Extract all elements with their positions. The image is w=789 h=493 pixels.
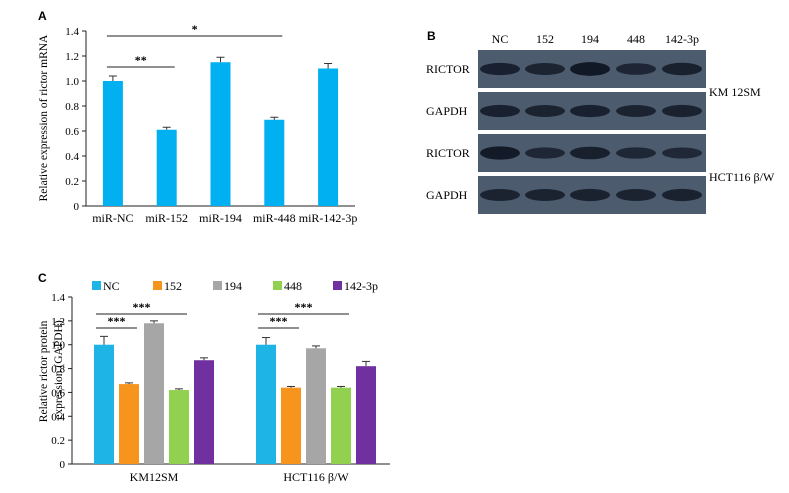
blot-band — [525, 147, 565, 159]
western-blot: NC 152 194 448 142-3p RICTOR GAPDH RICTOR GAPDH K… — [426, 32, 775, 214]
chart-c-legend-swatch — [213, 281, 222, 290]
chart-a: Relative expression of rictor mRNA 0 0.2 0… — [38, 22, 357, 225]
chart-a-significance-label: * — [192, 22, 198, 36]
chart-c-ytick-label: 0.2 — [51, 435, 65, 447]
chart-a-bar — [264, 119, 285, 206]
chart-a-bar — [210, 62, 231, 206]
panel-letter-c: C — [38, 271, 47, 285]
chart-c-bar — [281, 387, 301, 464]
blot-band — [616, 188, 656, 202]
blot-band — [570, 62, 610, 76]
chart-c-ylabel-line-1: Relative rictor protein — [38, 320, 50, 422]
chart-c-bar — [169, 390, 189, 464]
chart-c-bar — [194, 360, 214, 464]
chart-c-legend-label: NC — [103, 279, 120, 293]
chart-c-legend-label: 152 — [164, 279, 182, 293]
chart-a-bar — [102, 81, 123, 206]
blot-lane-label: NC — [492, 32, 509, 46]
chart-c-ytick-label: 1.4 — [51, 292, 65, 304]
blot-band — [525, 188, 565, 202]
blot-band — [570, 146, 610, 160]
blot-row-label: GAPDH — [426, 188, 468, 202]
chart-a-category-label: miR-NC — [92, 211, 133, 225]
chart-c-significance-label: *** — [108, 314, 126, 328]
chart-a-significance-label: ** — [135, 53, 147, 67]
chart-a-category-label: miR-152 — [145, 211, 188, 225]
blot-band — [480, 146, 520, 160]
panel-letter-a: A — [38, 9, 47, 23]
blot-band — [570, 188, 610, 202]
chart-c-legend-swatch — [153, 281, 162, 290]
chart-c-ytick-label: 1.0 — [51, 340, 65, 352]
chart-c-group-label: KM12SM — [130, 470, 179, 484]
blot-row-label: RICTOR — [426, 62, 470, 76]
chart-c-bar — [331, 387, 351, 464]
chart-a-category-label: miR-142-3p — [299, 211, 358, 225]
chart-a-ytick-label: 1.0 — [65, 76, 79, 88]
chart-a-category-label: miR-194 — [199, 211, 242, 225]
blot-band — [570, 104, 610, 118]
blot-band — [616, 63, 656, 75]
chart-a-bar — [318, 68, 339, 206]
chart-c-legend-label: 448 — [284, 279, 302, 293]
chart-c-ylabel-line-2: expression (GAPDH) — [53, 320, 65, 420]
chart-a-ytick-label: 0 — [74, 201, 80, 213]
blot-band — [662, 104, 702, 118]
chart-c-legend-swatch — [92, 281, 101, 290]
blot-cell-line-label: KM 12SM — [709, 85, 761, 99]
chart-c-legend-swatch — [333, 281, 342, 290]
blot-band — [616, 104, 656, 118]
chart-a-ytick-label: 1.2 — [65, 51, 79, 63]
blot-band — [616, 147, 656, 159]
chart-a-ytick-label: 0.8 — [65, 101, 79, 113]
blot-row-label: GAPDH — [426, 104, 468, 118]
chart-c-ylabel: Relative rictor protein expression (GAPD… — [38, 318, 65, 422]
chart-c-bar — [306, 348, 326, 464]
blot-band — [480, 188, 520, 202]
blot-band — [480, 104, 520, 118]
chart-c-legend-label: 142-3p — [344, 279, 378, 293]
chart-a-bar — [156, 129, 177, 206]
blot-band — [525, 104, 565, 118]
blot-band — [662, 147, 702, 159]
chart-a-ytick-label: 1.4 — [65, 26, 79, 38]
chart-c-ytick-label: 1.2 — [51, 316, 65, 328]
chart-c-significance-label: *** — [295, 300, 313, 314]
chart-c-bar — [144, 323, 164, 464]
chart-a-ytick-label: 0.4 — [65, 151, 79, 163]
blot-band — [480, 62, 520, 76]
chart-c-bar — [256, 344, 276, 464]
blot-cell-line-label: HCT116 β/W — [709, 170, 775, 184]
chart-c-ytick-label: 0.6 — [51, 387, 65, 399]
chart-a-ytick-label: 0.6 — [65, 126, 79, 138]
chart-c-bar — [94, 344, 114, 464]
chart-a-ytick-label: 0.2 — [65, 176, 79, 188]
chart-c-ytick-label: 0 — [60, 459, 66, 471]
chart-a-ylabel: Relative expression of rictor mRNA — [38, 34, 50, 201]
chart-c-significance-label: *** — [133, 300, 151, 314]
blot-lane-label: 448 — [627, 32, 645, 46]
chart-c-group-label: HCT116 β/W — [283, 470, 349, 484]
blot-band — [662, 62, 702, 76]
blot-band — [525, 63, 565, 75]
chart-c-bar — [356, 366, 376, 464]
chart-c-bar — [119, 384, 139, 464]
blot-lane-label: 194 — [581, 32, 599, 46]
chart-c-legend-label: 194 — [224, 279, 242, 293]
blot-lane-label: 152 — [536, 32, 554, 46]
chart-a-category-label: miR-448 — [253, 211, 296, 225]
panel-letter-b: B — [427, 29, 436, 43]
chart-c-significance-label: *** — [270, 314, 288, 328]
blot-row-label: RICTOR — [426, 146, 470, 160]
blot-band — [662, 188, 702, 202]
chart-c-ytick-label: 0.8 — [51, 364, 65, 376]
chart-c-ytick-label: 0.4 — [51, 411, 65, 423]
chart-c: Relative rictor protein expression (GAPD… — [38, 279, 390, 484]
chart-c-legend-swatch — [273, 281, 282, 290]
blot-lane-label: 142-3p — [665, 32, 699, 46]
